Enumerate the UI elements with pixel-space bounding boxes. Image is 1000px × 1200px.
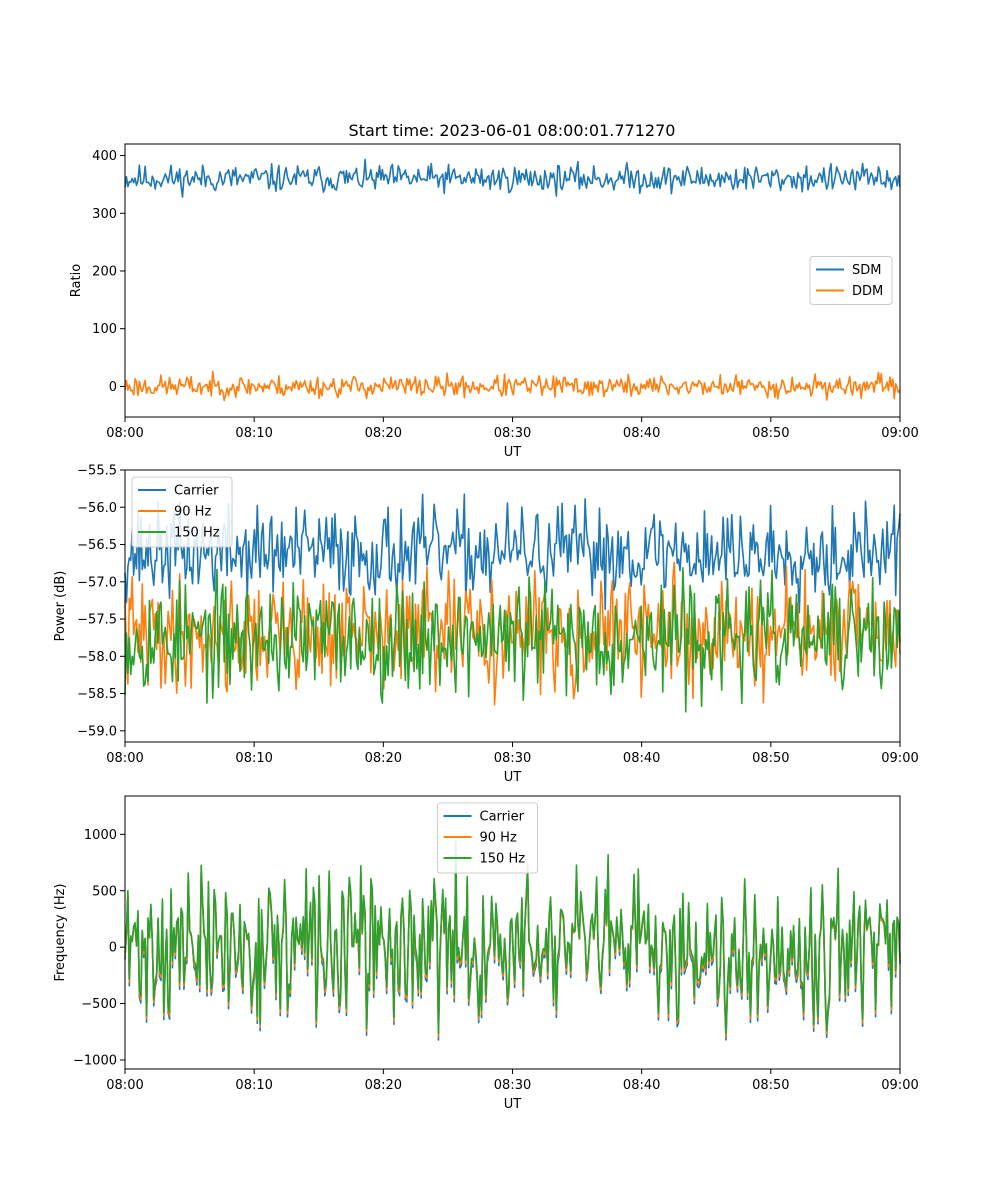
series-line-carrier (124, 493, 901, 614)
legend-entry: 150 Hz (174, 526, 220, 541)
figure-title: Start time: 2023-06-01 08:00:01.771270 (349, 121, 676, 140)
x-tick-label: 08:00 (106, 426, 143, 441)
y-tick-label: 200 (92, 264, 117, 279)
x-axis-label: UT (504, 770, 522, 785)
y-tick-label: −56.5 (77, 538, 117, 553)
y-tick-label: 300 (92, 207, 117, 222)
legend-entry: DDM (852, 284, 883, 299)
x-tick-label: 08:20 (365, 426, 402, 441)
y-tick-label: −58.0 (77, 650, 117, 665)
y-tick-label: 0 (109, 380, 117, 395)
panels: 08:00 08:10 08:20 08:30 08:40 08:50 09:00 0 100 2… (53, 143, 919, 1112)
series-line-150-hz (124, 566, 901, 713)
y-axis-label: Power (dB) (53, 571, 68, 642)
legend-entry: 90 Hz (480, 831, 517, 846)
y-tick-label: −57.5 (77, 613, 117, 628)
x-axis-label: UT (504, 445, 522, 460)
panel-1: 08:00 08:10 08:20 08:30 08:40 08:50 09:00 0 100 2… (69, 143, 919, 460)
y-tick-label: −58.5 (77, 687, 117, 702)
x-tick-label: 08:10 (235, 426, 272, 441)
x-tick-label: 08:00 (106, 1078, 143, 1093)
legend: Carrier 90 Hz 150 Hz (131, 476, 233, 548)
x-axis-label: UT (504, 1097, 522, 1112)
y-tick-label: 1000 (84, 828, 117, 843)
x-tick-label: 08:40 (623, 751, 660, 766)
legend-entry: Carrier (480, 810, 525, 825)
x-tick-label: 09:00 (881, 1078, 918, 1093)
legend: SDM DDM (809, 256, 893, 305)
x-tick-label: 08:40 (623, 1078, 660, 1093)
x-tick-label: 09:00 (881, 751, 918, 766)
y-tick-label: −1000 (73, 1053, 117, 1068)
y-tick-label: −56.0 (77, 501, 117, 516)
y-tick-label: 400 (92, 149, 117, 164)
y-tick-label: −57.0 (77, 575, 117, 590)
panel-3: 08:00 08:10 08:20 08:30 08:40 08:50 09:00 −1000… (53, 795, 919, 1112)
legend-entry: 150 Hz (480, 852, 526, 867)
x-tick-label: 08:30 (494, 426, 531, 441)
y-tick-label: −55.5 (77, 464, 117, 479)
y-tick-label: 100 (92, 322, 117, 337)
series-line-ddm (124, 370, 901, 402)
series-line-90-hz (124, 561, 901, 706)
legend-entry: SDM (852, 263, 881, 278)
x-tick-label: 08:50 (752, 751, 789, 766)
legend-box (437, 802, 538, 874)
x-tick-label: 09:00 (881, 426, 918, 441)
x-tick-label: 08:10 (235, 751, 272, 766)
y-tick-label: 0 (109, 941, 117, 956)
x-tick-label: 08:20 (365, 751, 402, 766)
y-axis-label: Ratio (69, 264, 84, 297)
x-tick-label: 08:00 (106, 751, 143, 766)
series-line-150-hz (124, 840, 901, 1034)
panel-2: 08:00 08:10 08:20 08:30 08:40 08:50 09:00 −59.0… (53, 464, 919, 786)
y-tick-label: −500 (81, 997, 117, 1012)
x-tick-label: 08:50 (752, 1078, 789, 1093)
x-tick-label: 08:10 (235, 1078, 272, 1093)
series-line-sdm (124, 158, 901, 198)
x-tick-label: 08:20 (365, 1078, 402, 1093)
y-tick-label: 500 (92, 884, 117, 899)
x-tick-label: 08:30 (494, 751, 531, 766)
x-tick-label: 08:50 (752, 426, 789, 441)
x-tick-label: 08:30 (494, 1078, 531, 1093)
y-axis-label: Frequency (Hz) (53, 883, 68, 981)
legend-entry: 90 Hz (174, 505, 211, 520)
legend-entry: Carrier (174, 484, 219, 499)
legend: Carrier 90 Hz 150 Hz (437, 802, 538, 874)
y-tick-label: −59.0 (77, 724, 117, 739)
x-tick-label: 08:40 (623, 426, 660, 441)
legend-box (131, 476, 233, 548)
